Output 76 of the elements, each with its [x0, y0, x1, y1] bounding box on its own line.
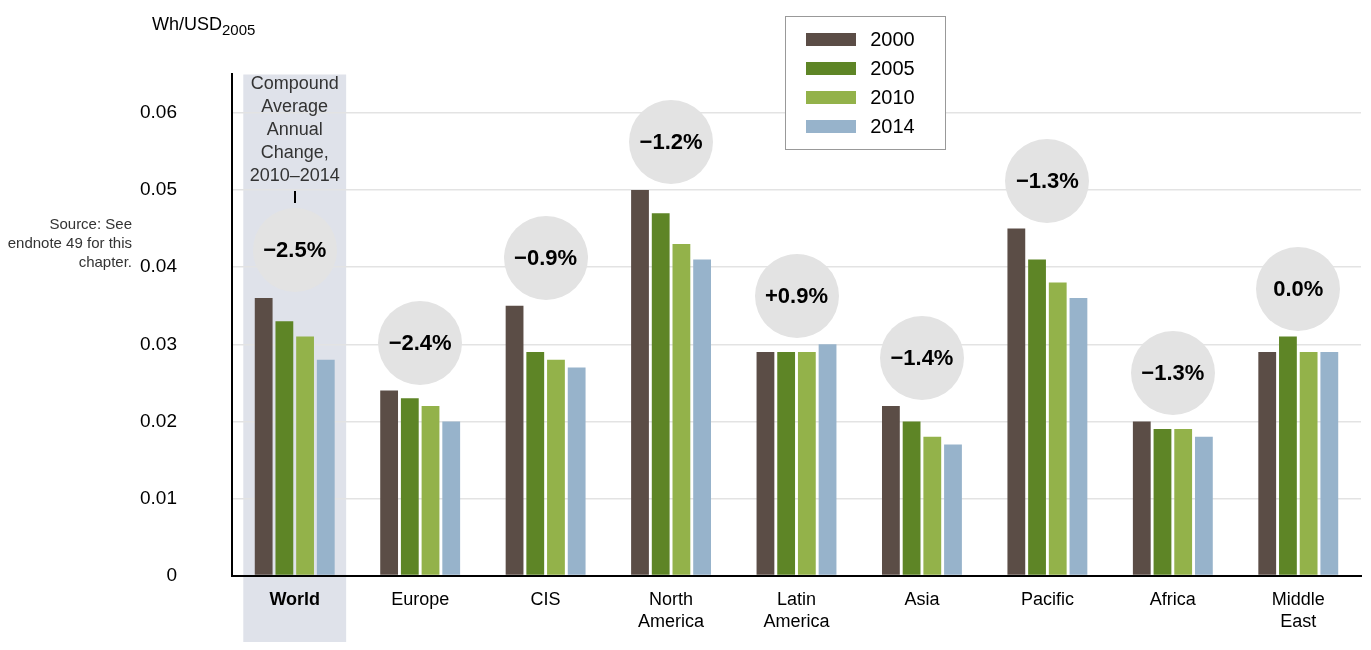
bar	[777, 351, 796, 575]
y-tick-label: 0.06	[140, 101, 177, 123]
bar	[254, 298, 273, 575]
bar	[651, 213, 670, 575]
bar	[1194, 436, 1213, 575]
bar	[1007, 228, 1026, 575]
bar	[818, 344, 837, 575]
legend-label: 2005	[870, 57, 915, 80]
annotation: −1.3%	[1141, 360, 1205, 387]
bar	[400, 398, 419, 575]
annotation: +0.9%	[765, 283, 828, 310]
y-axis-title: Wh/USD$_{2005}$	[152, 14, 256, 38]
legend-label: 2000	[870, 28, 915, 51]
circle-badge: −0.9%	[503, 215, 588, 300]
annotation: −2.5%	[263, 237, 327, 263]
circle-badge: −1.3%	[1005, 138, 1090, 223]
circle-badge: −2.4%	[378, 300, 463, 385]
legend-label: 2010	[870, 86, 915, 109]
bar	[1258, 351, 1277, 575]
bar	[944, 444, 962, 575]
bar	[882, 405, 900, 575]
y-tick-label: 0.04	[140, 255, 178, 277]
bar	[1279, 336, 1297, 575]
bar	[547, 359, 565, 575]
annotation: −1.2%	[639, 129, 703, 156]
bar	[296, 336, 314, 575]
circle-badge: −1.4%	[879, 315, 964, 400]
bar	[1174, 429, 1193, 575]
bar	[442, 421, 461, 575]
bar	[693, 259, 711, 575]
bar	[756, 351, 775, 575]
x-tick-label: Europe	[391, 589, 450, 610]
bar	[1048, 282, 1067, 575]
circle-badge: −1.2%	[629, 100, 714, 185]
bar	[923, 436, 942, 575]
bar	[1299, 351, 1318, 575]
bar	[631, 190, 649, 575]
bar	[1320, 351, 1339, 575]
x-tick-label: Asia	[904, 589, 941, 610]
bar	[421, 405, 440, 575]
y-tick-label: 0.05	[140, 178, 177, 200]
legend-label: 2014	[870, 115, 915, 138]
y-tick-label: 0.03	[140, 332, 177, 354]
bar	[275, 321, 294, 575]
bar	[380, 390, 399, 575]
bar	[797, 351, 816, 575]
x-tick-label: CIS	[530, 589, 561, 610]
annotation: −2.4%	[388, 329, 452, 356]
y-tick-label: 0.02	[140, 409, 177, 431]
x-tick-label: World	[269, 589, 321, 610]
y-tick-label: 0	[166, 563, 177, 585]
bar	[526, 351, 545, 575]
x-tick-label: Latin America	[763, 589, 831, 631]
annotation: −1.4%	[890, 344, 954, 371]
x-tick-label: Middle East	[1271, 589, 1325, 631]
bar	[567, 367, 586, 575]
x-tick-label: Africa	[1149, 589, 1197, 610]
source-note: Source: See endnote 49 for this chapter.	[6, 214, 132, 272]
bar	[505, 305, 524, 575]
annotation: −0.9%	[514, 244, 578, 271]
bar	[902, 421, 921, 575]
bar	[1132, 421, 1151, 575]
x-tick-label: Pacific	[1020, 589, 1074, 610]
circle-badge: +0.9%	[754, 254, 839, 339]
circle-badge: 0.0%	[1256, 246, 1341, 331]
bar	[1153, 429, 1172, 575]
bar	[1028, 259, 1046, 575]
x-tick-label: North America	[638, 589, 706, 631]
bar	[672, 244, 691, 575]
annotation: −1.3%	[1015, 167, 1079, 194]
annotation: Compound Average Annual Change, 2010–2014	[248, 72, 341, 188]
y-tick-label: 0.01	[140, 486, 177, 508]
bar	[316, 359, 335, 575]
circle-badge: −1.3%	[1130, 331, 1215, 416]
annotation: 0.0%	[1273, 275, 1324, 302]
bar	[1069, 298, 1088, 575]
